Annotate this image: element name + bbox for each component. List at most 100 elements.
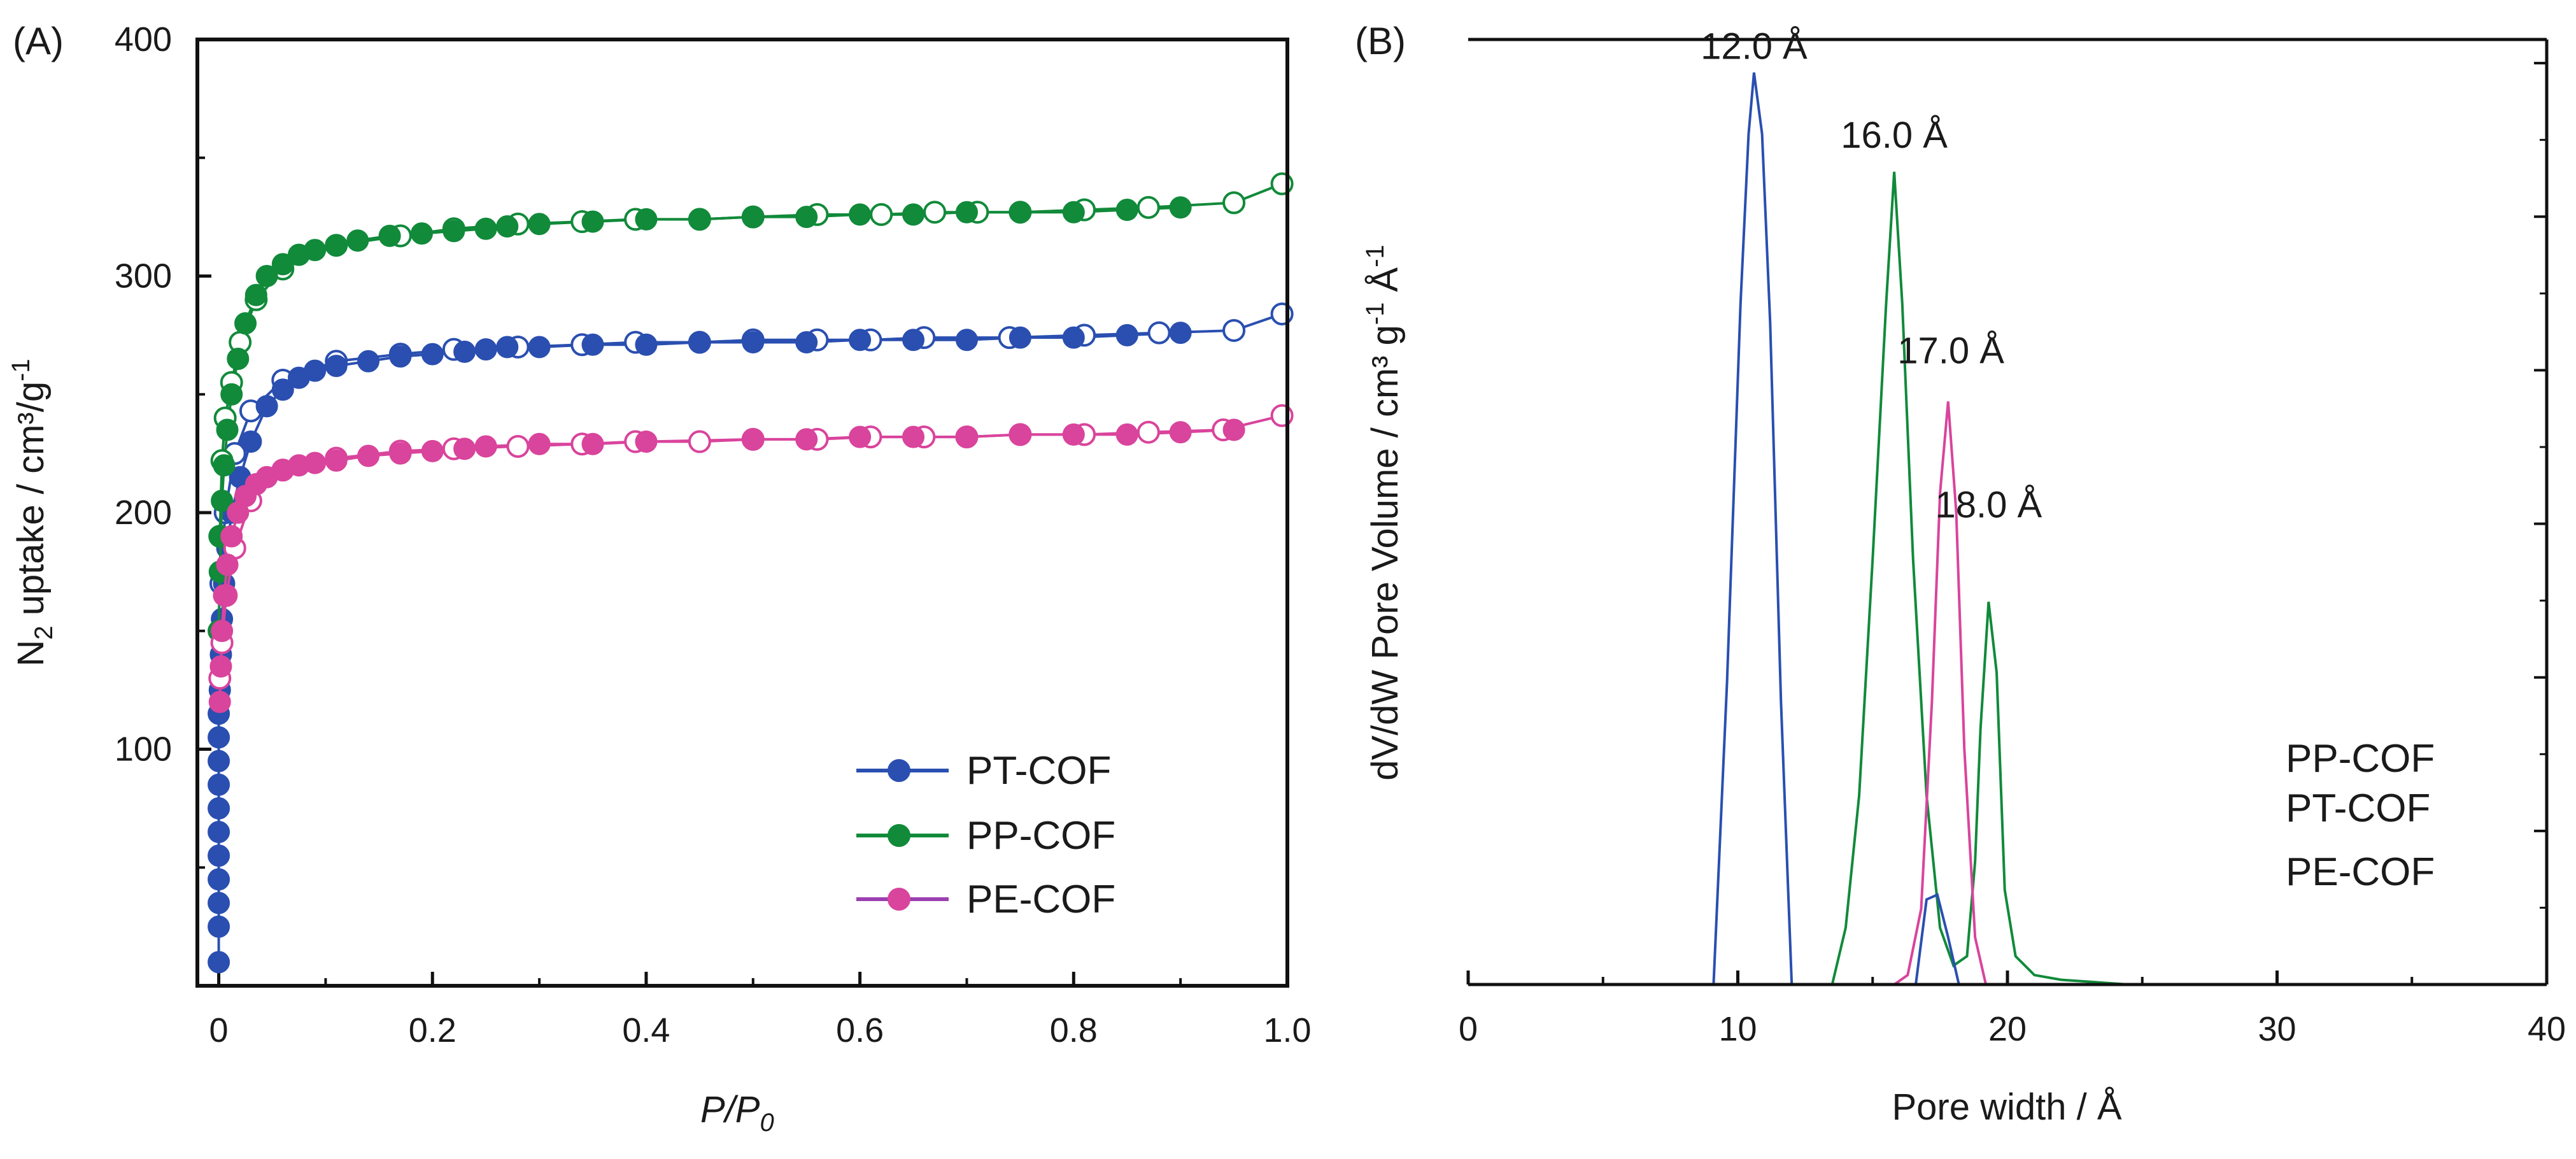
point-pp-cof-adsorption (378, 224, 401, 247)
point-pe-cof-adsorption (635, 430, 658, 453)
peak-annotation: 17.0 Å (1897, 330, 2004, 371)
line-pt-cof-adsorption (217, 331, 1181, 962)
point-pe-cof-adsorption (474, 435, 497, 458)
point-pe-cof-desorption (688, 430, 711, 453)
point-pp-cof-adsorption (1115, 198, 1138, 221)
point-pt-cof-adsorption (304, 359, 327, 382)
panel-b-ticks: 0 10 20 30 40 (1459, 62, 2566, 1048)
point-pt-cof-adsorption (581, 333, 604, 356)
point-pe-cof-adsorption (357, 444, 380, 467)
point-pe-cof-desorption (1136, 420, 1160, 444)
point-pe-cof-adsorption (795, 428, 818, 451)
point-pe-cof-adsorption (955, 425, 978, 448)
point-pp-cof-adsorption (795, 206, 818, 229)
point-pe-cof-adsorption (421, 439, 444, 462)
point-pe-cof-adsorption (209, 655, 232, 678)
point-pe-cof-adsorption (1169, 421, 1192, 444)
point-pt-cof-adsorption (357, 350, 380, 373)
point-pe-cof-adsorption (325, 449, 348, 472)
y-tick-label-a: 100 (115, 730, 172, 769)
panel-a-series (208, 172, 1294, 974)
point-pp-cof-adsorption (211, 489, 234, 512)
point-pp-cof-desorption (870, 203, 893, 226)
point-pp-cof-adsorption (304, 239, 327, 262)
point-pt-cof-adsorption (421, 343, 444, 366)
peak-annotation: 12.0 Å (1701, 26, 1808, 68)
legend-label-pe-cof: PE-COF (966, 878, 1115, 921)
line-pe-cof-adsorption (218, 428, 1235, 702)
panel-b-legend: PP-COF PT-COF PE-COF (2286, 737, 2435, 894)
point-pe-cof-adsorption (211, 620, 234, 643)
point-pp-cof-adsorption (255, 265, 278, 287)
point-pt-cof-adsorption (208, 773, 230, 796)
panel-a-ylabel: N2 uptake / cm³/g-1 (7, 359, 58, 666)
y-tick-label-a: 400 (115, 20, 172, 59)
panel-b-series (1712, 72, 2129, 986)
point-pp-cof-adsorption (325, 234, 348, 257)
point-pt-cof-adsorption (453, 340, 476, 363)
point-pp-cof-adsorption (220, 383, 243, 406)
x-tick-label-b: 30 (2258, 1010, 2296, 1048)
point-pe-cof-desorption (506, 434, 530, 458)
line-b-pt-cof-minor (1914, 893, 1960, 985)
point-pp-cof-adsorption (496, 215, 519, 238)
x-tick-label-b: 10 (1718, 1010, 1757, 1048)
point-pe-cof-adsorption (1062, 423, 1085, 446)
panel-b: (B) 0 10 20 30 40 12.0 Å 16.0 Å 17.0 Å 18.0 Å d… (1355, 20, 2566, 1128)
point-pt-cof-adsorption (208, 951, 230, 974)
y-tick-label-a: 200 (115, 494, 172, 532)
legend-b-label-pt-cof: PT-COF (2286, 786, 2430, 830)
point-pe-cof-adsorption (1115, 423, 1138, 446)
panel-b-label: (B) (1355, 20, 1406, 62)
point-pt-cof-adsorption (271, 378, 294, 401)
point-pe-cof-adsorption (213, 584, 236, 607)
point-pp-cof-adsorption (474, 217, 497, 240)
peak-annotation: 16.0 Å (1841, 115, 1948, 156)
point-pp-cof-adsorption (410, 222, 433, 245)
point-pp-cof-adsorption (346, 229, 369, 252)
x-tick-label-a: 0.6 (836, 1011, 884, 1049)
legend-item-pp-cof: PP-COF (856, 814, 1115, 858)
x-tick-label-a: 0 (209, 1011, 229, 1049)
point-pe-cof-adsorption (1008, 423, 1031, 446)
x-tick-label-a: 0.8 (1050, 1011, 1098, 1049)
legend-label-pp-cof: PP-COF (966, 814, 1115, 858)
legend-item-pt-cof: PT-COF (856, 749, 1111, 793)
point-pp-cof-adsorption (1062, 201, 1085, 224)
point-pt-cof-adsorption (528, 336, 551, 359)
point-pt-cof-adsorption (955, 329, 978, 352)
point-pe-cof-adsorption (453, 437, 476, 460)
line-b-pe-cof (1893, 401, 1988, 986)
point-pe-cof-adsorption (208, 690, 231, 713)
point-pt-cof-adsorption (208, 726, 230, 749)
line-b-pp-cof (1830, 171, 2129, 986)
point-pt-cof-adsorption (742, 331, 765, 354)
panel-b-ylabel: dV/dW Pore Volume / cm³ g-1 Å-1 (1361, 245, 1406, 781)
point-pt-cof-adsorption (208, 868, 230, 891)
point-pt-cof-adsorption (325, 355, 348, 378)
panel-a-xlabel: P/P0 (700, 1089, 774, 1137)
point-pe-cof-adsorption (849, 425, 872, 448)
point-pt-cof-adsorption (208, 844, 230, 867)
point-pp-cof-desorption (1136, 196, 1160, 219)
point-pp-cof-adsorption (742, 206, 765, 229)
legend-b-label-pe-cof: PE-COF (2286, 850, 2435, 894)
panel-a-legend: PT-COF PP-COF PE-COF (856, 749, 1115, 921)
point-pt-cof-adsorption (474, 338, 497, 361)
point-pt-cof-adsorption (1008, 326, 1031, 349)
point-pt-cof-adsorption (208, 892, 230, 914)
point-pp-cof-adsorption (955, 201, 978, 224)
point-pt-cof-adsorption (849, 329, 872, 352)
point-pt-cof-desorption (1222, 318, 1246, 342)
point-pp-cof-adsorption (244, 283, 267, 306)
point-pp-cof-adsorption (1008, 201, 1031, 224)
point-pt-cof-adsorption (208, 821, 230, 844)
point-pe-cof-adsorption (742, 428, 765, 451)
point-pt-cof-desorption (1147, 321, 1171, 345)
legend-marker-pt-cof (888, 759, 910, 782)
point-pt-cof-adsorption (1115, 324, 1138, 346)
point-pt-cof-adsorption (496, 336, 519, 359)
x-tick-label-a: 1.0 (1263, 1011, 1311, 1049)
point-pp-cof-adsorption (227, 348, 250, 371)
point-pt-cof-adsorption (239, 430, 262, 453)
